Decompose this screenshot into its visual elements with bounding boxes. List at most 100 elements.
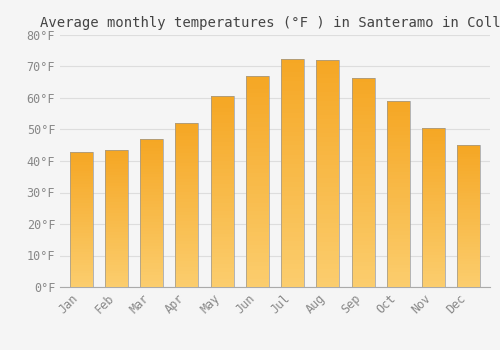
Bar [176, 179, 199, 182]
Bar [140, 204, 163, 207]
Bar [316, 210, 340, 215]
Bar [352, 279, 374, 283]
Bar [316, 269, 340, 273]
Bar [316, 260, 340, 264]
Bar [246, 152, 269, 156]
Bar [246, 190, 269, 194]
Bar [210, 180, 234, 184]
Bar [422, 265, 445, 268]
Bar [246, 89, 269, 93]
Bar [352, 232, 374, 237]
Bar [387, 190, 410, 194]
Bar [70, 206, 92, 209]
Bar [70, 222, 92, 225]
Bar [70, 257, 92, 260]
Bar [281, 127, 304, 132]
Bar [387, 268, 410, 272]
Bar [210, 268, 234, 272]
Bar [70, 265, 92, 268]
Bar [105, 254, 128, 257]
Bar [176, 225, 199, 228]
Bar [422, 188, 445, 191]
Bar [246, 164, 269, 169]
Bar [316, 155, 340, 160]
Bar [246, 110, 269, 114]
Bar [246, 224, 269, 228]
Bar [316, 133, 340, 137]
Bar [140, 157, 163, 160]
Bar [140, 177, 163, 180]
Bar [210, 245, 234, 249]
Bar [422, 208, 445, 211]
Bar [458, 281, 480, 284]
Bar [316, 92, 340, 97]
Bar [176, 218, 199, 222]
Bar [387, 146, 410, 149]
Bar [458, 199, 480, 202]
Bar [140, 231, 163, 234]
Bar [458, 225, 480, 228]
Bar [105, 191, 128, 194]
Bar [422, 252, 445, 255]
Bar [458, 219, 480, 222]
Bar [246, 198, 269, 203]
Bar [140, 284, 163, 287]
Bar [140, 189, 163, 192]
Bar [458, 253, 480, 256]
Bar [352, 266, 374, 270]
Bar [210, 218, 234, 222]
Bar [387, 202, 410, 205]
Bar [176, 258, 199, 261]
Bar [105, 199, 128, 202]
Bar [281, 91, 304, 95]
Bar [352, 199, 374, 203]
Bar [70, 262, 92, 265]
Bar [70, 195, 92, 198]
Bar [210, 100, 234, 104]
Bar [210, 234, 234, 237]
Bar [316, 97, 340, 101]
Bar [281, 136, 304, 141]
Bar [210, 123, 234, 127]
Bar [422, 243, 445, 246]
Bar [387, 101, 410, 105]
Bar [458, 208, 480, 210]
Bar [105, 194, 128, 197]
Bar [281, 109, 304, 113]
Bar [387, 272, 410, 276]
Bar [210, 241, 234, 245]
Bar [246, 249, 269, 253]
Bar [316, 183, 340, 187]
Bar [352, 103, 374, 107]
Bar [210, 96, 234, 287]
Bar [246, 84, 269, 89]
Bar [105, 186, 128, 188]
Bar [387, 175, 410, 179]
Bar [246, 114, 269, 118]
Bar [246, 118, 269, 122]
Bar [210, 108, 234, 112]
Bar [210, 226, 234, 230]
Bar [176, 123, 199, 126]
Bar [352, 237, 374, 241]
Bar [458, 222, 480, 225]
Bar [105, 248, 128, 251]
Bar [387, 239, 410, 243]
Bar [105, 235, 128, 238]
Bar [458, 284, 480, 287]
Bar [316, 101, 340, 106]
Bar [246, 262, 269, 266]
Bar [387, 194, 410, 198]
Bar [246, 131, 269, 135]
Bar [176, 176, 199, 179]
Bar [140, 169, 163, 172]
Bar [246, 144, 269, 148]
Bar [70, 192, 92, 195]
Bar [105, 161, 128, 164]
Bar [210, 249, 234, 253]
Bar [458, 213, 480, 216]
Bar [281, 77, 304, 82]
Bar [246, 122, 269, 127]
Bar [458, 244, 480, 247]
Bar [281, 269, 304, 273]
